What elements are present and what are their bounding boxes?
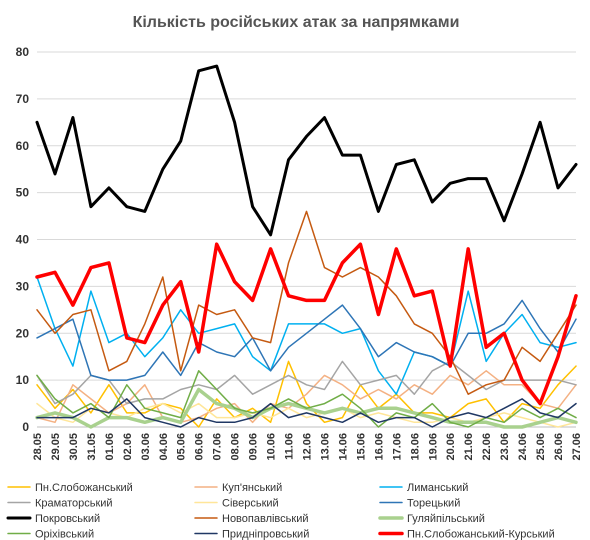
legend-label: Гуляйпільський (407, 513, 485, 525)
legend-label: Сіверський (222, 498, 279, 510)
x-tick-label: 07.06 (212, 433, 224, 461)
legend-label: Пн.Слобожанський-Курський (407, 529, 555, 540)
legend-item: Гуляйпільський (378, 513, 485, 525)
legend-label: Пн.Слобожанський (35, 482, 133, 494)
y-tick-label: 20 (16, 326, 30, 340)
legend-item: Покровський (6, 513, 100, 525)
legend-label: Оріхівський (35, 529, 94, 540)
x-axis: 28.05 29.05 30.05 31.05 01.06 02.06 03.06 04.06… (32, 433, 583, 461)
legend-label: Куп'янський (222, 482, 282, 494)
series-line-0 (36, 360, 577, 428)
x-tick-label: 02.06 (122, 433, 134, 461)
x-tick-label: 08.06 (230, 433, 242, 461)
x-tick-label: 17.06 (391, 433, 403, 461)
gridlines (37, 51, 576, 428)
x-tick-label: 23.06 (499, 433, 511, 461)
legend-item: Придніпровський (194, 529, 309, 540)
x-tick-label: 01.06 (104, 433, 116, 461)
legend-label: Новопавлівський (222, 513, 308, 525)
legend-item: Торецький (379, 498, 460, 510)
x-tick-label: 22.06 (481, 433, 493, 461)
x-tick-label: 14.06 (337, 433, 349, 461)
y-tick-label: 0 (22, 420, 29, 434)
y-tick-label: 10 (16, 373, 30, 387)
legend-label: Лиманський (407, 482, 468, 494)
x-tick-label: 16.06 (373, 433, 385, 461)
x-tick-label: 31.05 (86, 433, 98, 461)
chart-title: Кількість російських атак за напрямками (133, 14, 460, 31)
x-tick-label: 18.06 (409, 433, 421, 461)
series-line-5 (36, 299, 577, 381)
legend-label: Придніпровський (222, 529, 309, 540)
x-tick-label: 12.06 (302, 433, 314, 461)
x-tick-label: 11.06 (284, 433, 296, 460)
y-tick-label: 30 (16, 279, 30, 293)
legend-label: Покровський (35, 513, 100, 525)
x-tick-label: 05.06 (176, 433, 188, 461)
x-tick-label: 27.06 (571, 433, 583, 461)
x-tick-label: 10.06 (266, 433, 278, 461)
legend-item: Новопавлівський (194, 513, 308, 525)
x-tick-label: 20.06 (445, 433, 457, 461)
series-line-11 (35, 242, 578, 406)
legend-item: Пн.Слобожанський (7, 482, 133, 494)
x-tick-label: 03.06 (140, 433, 152, 461)
series-line-6 (35, 64, 578, 237)
legend-label: Краматорський (35, 498, 113, 510)
legend-item: Оріхівський (7, 529, 94, 540)
x-tick-label: 06.06 (194, 433, 206, 461)
x-tick-label: 29.05 (50, 433, 62, 461)
y-tick-label: 50 (16, 186, 30, 200)
series-line-10 (36, 398, 577, 428)
series-line-3 (36, 360, 577, 405)
x-tick-label: 09.06 (248, 433, 260, 461)
legend: Пн.Слобожанський Куп'янський Лиманський Кра… (6, 482, 555, 540)
x-tick-label: 30.05 (68, 433, 80, 461)
y-axis: 0 10 20 30 40 50 60 70 80 (16, 45, 30, 434)
series-line-7 (36, 210, 577, 395)
legend-label: Торецький (407, 498, 460, 510)
legend-item: Куп'янський (194, 482, 282, 494)
legend-item: Краматорський (7, 498, 113, 510)
x-tick-label: 25.06 (535, 433, 547, 461)
legend-item: Лиманський (379, 482, 468, 494)
x-tick-label: 15.06 (355, 433, 367, 461)
y-tick-label: 40 (16, 233, 30, 247)
legend-item: Пн.Слобожанський-Курський (378, 529, 555, 540)
series-lines (35, 64, 578, 429)
x-tick-label: 24.06 (517, 433, 529, 461)
x-tick-label: 28.05 (32, 433, 44, 461)
x-tick-label: 21.06 (463, 433, 475, 461)
x-tick-label: 26.06 (553, 433, 565, 461)
x-tick-label: 04.06 (158, 433, 170, 461)
legend-item: Сіверський (194, 498, 279, 510)
y-tick-label: 60 (16, 139, 30, 153)
y-tick-label: 70 (16, 92, 30, 106)
x-tick-label: 19.06 (427, 433, 439, 461)
x-tick-label: 13.06 (319, 433, 331, 461)
y-tick-label: 80 (16, 45, 30, 59)
